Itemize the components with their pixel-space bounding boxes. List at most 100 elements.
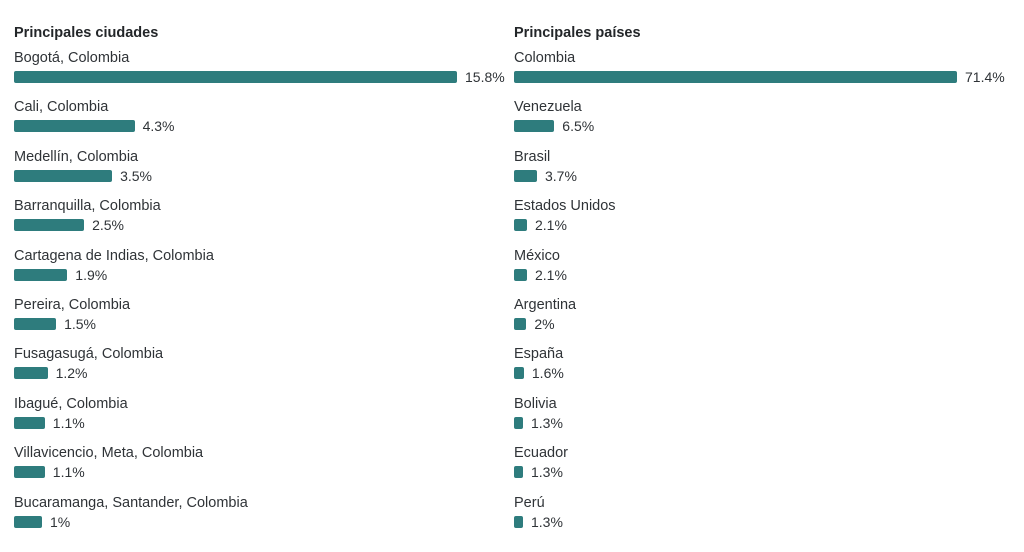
city-bar-line: 1.5% [14, 315, 509, 332]
country-bar-line: 3.7% [514, 167, 1009, 184]
city-row: Medellín, Colombia 3.5% [14, 149, 509, 198]
top-countries-panel: Principales países Colombia 71.4% Venezuel… [514, 22, 1009, 544]
country-label: Colombia [514, 50, 576, 66]
country-bar-line: 1.6% [514, 365, 1009, 382]
country-bar-line: 1.3% [514, 464, 1009, 481]
country-row: Brasil 3.7% [514, 149, 1009, 198]
city-label: Bucaramanga, Santander, Colombia [14, 494, 248, 511]
country-bar [514, 120, 555, 133]
city-row: Barranquilla, Colombia 2.5% [14, 198, 509, 247]
city-bar [14, 416, 45, 429]
city-value-label: 1.2% [55, 365, 88, 382]
city-value-label: 1.1% [52, 464, 85, 481]
country-value-label: 1.3% [531, 464, 563, 481]
country-value-label: 71.4% [965, 69, 1005, 85]
country-label: Bolivia [514, 395, 557, 412]
country-value-label: 1.3% [531, 414, 563, 431]
city-row: Cartagena de Indias, Colombia 1.9% [14, 248, 509, 297]
city-bar-line: 3.5% [14, 167, 509, 184]
country-label: México [514, 247, 560, 264]
country-row: Argentina 2% [514, 297, 1009, 346]
country-row: Colombia 71.4% [514, 50, 1009, 99]
country-bar-line: 71.4% [514, 69, 1009, 85]
city-bar-line: 1.1% [14, 464, 509, 481]
city-value-label: 1.1% [52, 414, 85, 431]
country-bar [514, 515, 523, 528]
country-label: Estados Unidos [514, 198, 616, 215]
city-bar-line: 1.1% [14, 414, 509, 431]
city-bar-line: 2.5% [14, 217, 509, 234]
city-row: Ibagué, Colombia 1.1% [14, 396, 509, 445]
country-value-label: 2.1% [535, 217, 567, 234]
country-bar [514, 169, 537, 182]
city-label: Cartagena de Indias, Colombia [14, 247, 214, 264]
country-row: Venezuela 6.5% [514, 99, 1009, 148]
country-row: Perú 1.3% [514, 495, 1009, 544]
country-label: Ecuador [514, 445, 569, 462]
city-row: Bogotá, Colombia 15.8% [14, 50, 509, 99]
city-bar [14, 219, 85, 232]
city-bar [14, 71, 457, 83]
city-bar-line: 4.3% [14, 118, 509, 135]
country-bar-line: 1.3% [514, 414, 1009, 431]
country-label: Venezuela [514, 99, 582, 116]
country-row: Bolivia 1.3% [514, 396, 1009, 445]
city-bar-line: 15.8% [14, 69, 509, 85]
city-label: Ibagué, Colombia [14, 395, 128, 412]
country-row: México 2.1% [514, 248, 1009, 297]
country-bar [514, 317, 527, 330]
country-bar-line: 2.1% [514, 267, 1009, 283]
country-label: Perú [514, 494, 545, 511]
city-value-label: 1.9% [75, 266, 108, 283]
country-bar-line: 2% [514, 315, 1009, 332]
country-bar [514, 416, 523, 429]
top-cities-panel: Principales ciudades Bogotá, Colombia 15.… [14, 22, 509, 544]
country-value-label: 6.5% [562, 118, 595, 135]
city-bar [14, 120, 135, 133]
country-bar [514, 219, 527, 232]
country-bar-line: 2.1% [514, 217, 1009, 234]
city-bar [14, 515, 42, 528]
city-label: Fusagasugá, Colombia [14, 346, 164, 363]
country-row: Estados Unidos 2.1% [514, 198, 1009, 247]
city-label: Barranquilla, Colombia [14, 198, 161, 215]
city-label: Bogotá, Colombia [14, 50, 130, 66]
city-bar [14, 466, 45, 479]
city-value-label: 3.5% [120, 167, 153, 184]
country-bar [514, 367, 524, 380]
city-label: Medellín, Colombia [14, 148, 139, 165]
city-row: Pereira, Colombia 1.5% [14, 297, 509, 346]
city-label: Cali, Colombia [14, 99, 109, 116]
city-bar-line: 1.2% [14, 365, 509, 382]
country-value-label: 1.6% [531, 365, 564, 382]
city-bar [14, 169, 113, 182]
country-value-label: 2% [534, 315, 555, 332]
city-value-label: 15.8% [465, 69, 505, 85]
country-bar [514, 268, 527, 281]
city-bar-line: 1% [14, 513, 509, 530]
city-bar-line: 1.9% [14, 266, 509, 283]
country-bar-line: 1.3% [514, 513, 1009, 530]
top-countries-title: Principales países [514, 25, 641, 41]
city-value-label: 1.5% [64, 315, 97, 332]
country-value-label: 1.3% [531, 513, 563, 530]
top-cities-title: Principales ciudades [14, 25, 159, 41]
country-value-label: 3.7% [545, 167, 577, 184]
top-countries-list: Colombia 71.4% Venezuela 6.5% Brasil 3.7% Esta… [514, 50, 1009, 544]
country-label: Brasil [514, 148, 551, 165]
country-row: España 1.6% [514, 346, 1009, 395]
country-label: Argentina [514, 296, 577, 313]
country-row: Ecuador 1.3% [514, 445, 1009, 494]
city-row: Bucaramanga, Santander, Colombia 1% [14, 495, 509, 544]
top-cities-list: Bogotá, Colombia 15.8% Cali, Colombia 4.3% M… [14, 50, 509, 544]
country-bar [514, 466, 523, 479]
city-label: Pereira, Colombia [14, 296, 131, 313]
city-value-label: 2.5% [92, 217, 125, 234]
city-bar [14, 268, 68, 281]
city-row: Cali, Colombia 4.3% [14, 99, 509, 148]
country-bar [514, 71, 957, 83]
city-value-label: 4.3% [142, 118, 175, 135]
city-label: Villavicencio, Meta, Colombia [14, 445, 204, 462]
city-row: Villavicencio, Meta, Colombia 1.1% [14, 445, 509, 494]
city-value-label: 1% [50, 513, 71, 530]
